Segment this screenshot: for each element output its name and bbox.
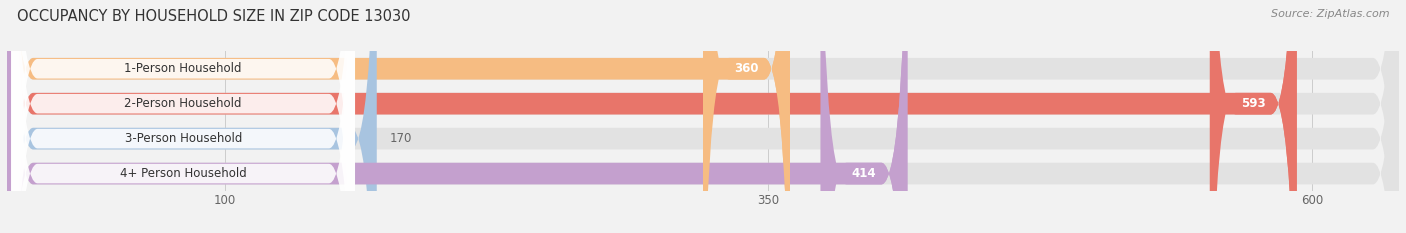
FancyBboxPatch shape xyxy=(11,0,354,233)
Text: 4+ Person Household: 4+ Person Household xyxy=(120,167,246,180)
FancyBboxPatch shape xyxy=(7,0,1399,233)
Text: OCCUPANCY BY HOUSEHOLD SIZE IN ZIP CODE 13030: OCCUPANCY BY HOUSEHOLD SIZE IN ZIP CODE … xyxy=(17,9,411,24)
Text: 170: 170 xyxy=(389,132,412,145)
FancyBboxPatch shape xyxy=(821,0,907,233)
FancyBboxPatch shape xyxy=(7,0,1296,233)
FancyBboxPatch shape xyxy=(7,0,907,233)
FancyBboxPatch shape xyxy=(7,0,1399,233)
Text: 360: 360 xyxy=(734,62,759,75)
FancyBboxPatch shape xyxy=(11,0,354,233)
FancyBboxPatch shape xyxy=(7,0,377,233)
FancyBboxPatch shape xyxy=(7,0,1399,233)
FancyBboxPatch shape xyxy=(703,0,790,233)
Text: Source: ZipAtlas.com: Source: ZipAtlas.com xyxy=(1271,9,1389,19)
FancyBboxPatch shape xyxy=(11,0,354,233)
Text: 3-Person Household: 3-Person Household xyxy=(125,132,242,145)
FancyBboxPatch shape xyxy=(1209,0,1296,233)
Text: 2-Person Household: 2-Person Household xyxy=(125,97,242,110)
Text: 414: 414 xyxy=(852,167,876,180)
FancyBboxPatch shape xyxy=(7,0,790,233)
Text: 593: 593 xyxy=(1241,97,1265,110)
FancyBboxPatch shape xyxy=(7,0,1399,233)
FancyBboxPatch shape xyxy=(11,0,354,233)
Text: 1-Person Household: 1-Person Household xyxy=(125,62,242,75)
